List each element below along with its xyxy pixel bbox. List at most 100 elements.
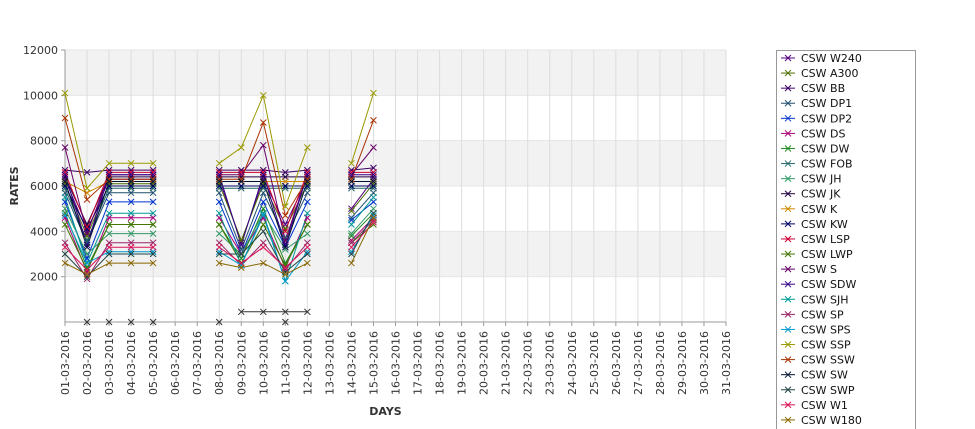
data-point [237, 184, 245, 192]
legend-marker [784, 190, 792, 198]
data-point [348, 214, 355, 222]
legend-label: CSW W1 [801, 399, 848, 412]
x-tick-label: 02-03-2016 [81, 331, 94, 395]
legend-label: CSW BB [801, 82, 845, 95]
data-point [259, 212, 267, 219]
data-point [237, 308, 245, 316]
legend-label: CSW W180 [801, 414, 862, 427]
legend-entry: CSW SSW [781, 354, 855, 367]
legend-marker [784, 235, 792, 243]
data-point [127, 250, 135, 258]
legend-label: CSW DS [801, 127, 846, 140]
data-point [127, 159, 135, 167]
legend-entry: CSW SSP [781, 339, 851, 352]
data-point [105, 318, 113, 326]
data-point [83, 318, 91, 326]
legend-label: CSW SPS [801, 323, 851, 336]
legend-entry: CSW FOB [781, 158, 853, 171]
data-point [127, 198, 135, 206]
x-tick-label: 12-03-2016 [301, 331, 314, 395]
data-point [370, 212, 377, 219]
y-tick-label: 12000 [23, 44, 58, 57]
data-point [215, 230, 223, 237]
data-point [61, 243, 69, 251]
x-tick-label: 30-03-2016 [698, 331, 711, 395]
data-point [61, 178, 69, 185]
legend-marker [784, 160, 792, 167]
legend-label: CSW LSP [801, 233, 850, 246]
data-point [304, 221, 311, 228]
legend-label: CSW SDW [801, 278, 856, 291]
x-axis-title: DAYS [369, 405, 402, 418]
data-point [105, 198, 113, 206]
x-tick-label: 11-03-2016 [279, 331, 292, 395]
data-point [61, 171, 69, 179]
data-point [304, 175, 311, 183]
data-point [304, 184, 311, 192]
legend-marker [784, 175, 792, 182]
legend-marker [784, 114, 792, 122]
legend-marker [784, 250, 792, 258]
data-point [237, 261, 245, 269]
data-point [304, 198, 311, 206]
legend-entry: CSW LSP [781, 233, 850, 246]
legend-entry: CSW A300 [781, 67, 859, 80]
data-point [348, 159, 355, 167]
y-tick-label: 8000 [30, 135, 58, 148]
legend-marker [784, 386, 792, 394]
legend-label: CSW A300 [801, 67, 859, 80]
data-point [370, 171, 377, 179]
data-point [259, 178, 267, 185]
data-point [83, 241, 91, 249]
legend-entry: CSW SPS [781, 323, 851, 336]
y-axis-ticks: 2000 4000 6000 8000 10000 12000 [23, 44, 65, 284]
data-point [83, 243, 91, 251]
legend-entry: CSW SWP [781, 384, 855, 397]
data-point [83, 250, 91, 258]
data-point [215, 175, 223, 183]
data-point [215, 221, 223, 228]
data-point [149, 178, 157, 185]
data-point [105, 250, 113, 258]
data-point [61, 221, 69, 228]
data-point [149, 209, 157, 217]
data-point [237, 241, 245, 249]
legend-entry: CSW DP1 [781, 97, 852, 110]
data-point [304, 243, 311, 251]
data-point [61, 89, 69, 97]
legend-label: CSW FOB [801, 158, 853, 171]
data-point [215, 169, 223, 176]
data-point [105, 230, 113, 237]
data-point [281, 212, 289, 219]
data-point [370, 184, 377, 192]
data-point [61, 259, 69, 267]
data-point [149, 175, 157, 183]
data-point [105, 221, 113, 228]
data-point [61, 193, 69, 201]
legend-entry: CSW DW [781, 142, 850, 155]
data-point [237, 178, 245, 185]
data-point [83, 223, 91, 231]
data-point [281, 264, 289, 271]
data-point [83, 169, 91, 176]
legend-label: CSW KW [801, 218, 848, 231]
data-point [105, 184, 113, 192]
data-point [304, 308, 311, 316]
legend-label: CSW SP [801, 308, 844, 321]
data-point [215, 209, 223, 217]
data-point [105, 209, 113, 217]
data-point [259, 198, 267, 206]
legend-label: CSW DP1 [801, 97, 852, 110]
data-point [304, 230, 311, 237]
data-point [215, 198, 223, 206]
x-tick-label: 24-03-2016 [566, 331, 579, 395]
data-point [304, 259, 311, 267]
data-point [149, 230, 157, 237]
legend-label: CSW SJH [801, 293, 849, 306]
data-point [370, 144, 377, 151]
data-point [348, 184, 355, 192]
legend-label: CSW SSP [801, 339, 851, 352]
data-point [259, 259, 267, 267]
data-point [304, 169, 311, 176]
data-point [259, 141, 267, 149]
